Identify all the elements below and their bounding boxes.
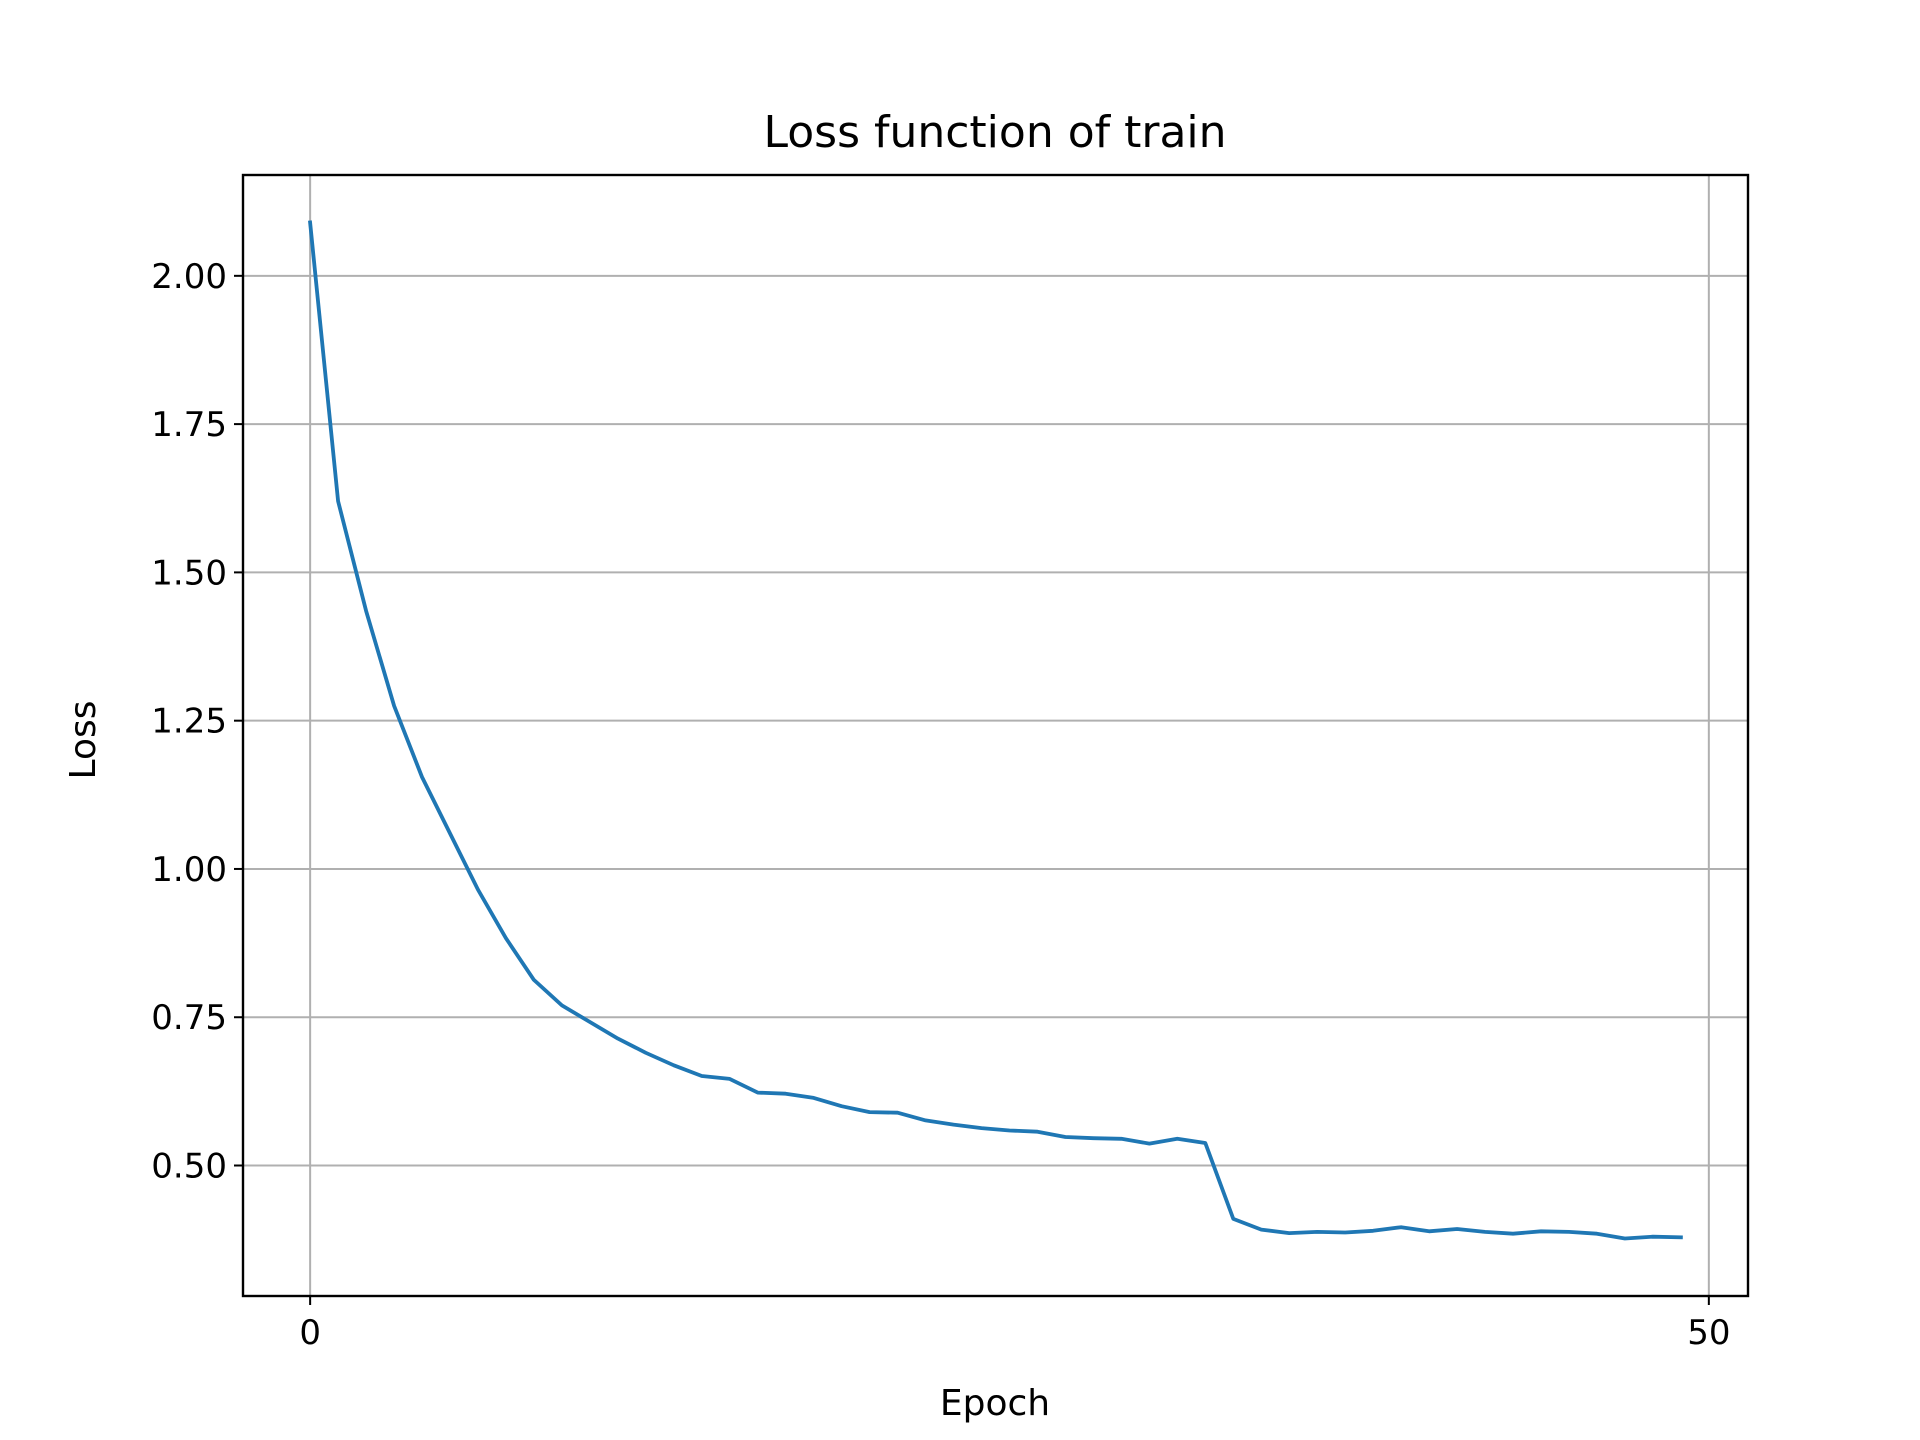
loss-series-line	[308, 220, 1683, 1241]
x-tick-label: 0	[299, 1313, 321, 1353]
chart-title: Loss function of train	[763, 107, 1226, 158]
plot-frame	[241, 173, 1750, 1298]
y-axis-label: Loss	[63, 701, 104, 780]
y-tick-label: 2.00	[151, 257, 227, 297]
y-tick-label: 0.50	[151, 1147, 227, 1187]
axis-ticks: 0.50 0.75 1.00 1.25 1.50 1.75 2.00 0 50	[151, 257, 1730, 1353]
y-tick-label: 1.00	[151, 850, 227, 890]
x-axis-label: Epoch	[940, 1383, 1050, 1424]
x-tick-label: 50	[1687, 1313, 1730, 1353]
series-group	[308, 220, 1683, 1241]
y-tick-label: 1.25	[151, 702, 227, 742]
y-tick-label: 1.75	[151, 405, 227, 445]
y-tick-label: 0.75	[151, 998, 227, 1038]
y-tick-label: 1.50	[151, 553, 227, 593]
grid-lines	[243, 175, 1748, 1296]
